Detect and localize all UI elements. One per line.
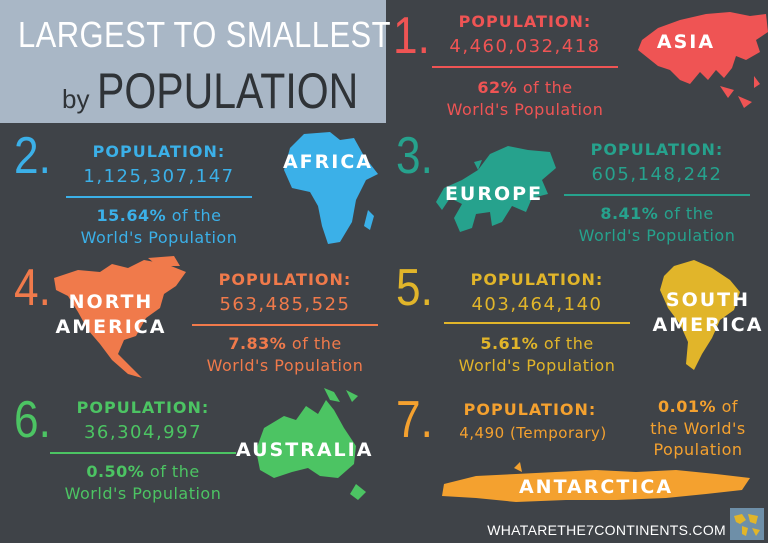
population-label-africa: POPULATION: xyxy=(92,142,226,161)
rank-africa: 2. xyxy=(14,127,51,185)
page-title-line2: by POPULATION xyxy=(62,62,416,120)
continent-name-europe: EUROPE xyxy=(444,183,544,205)
population-label-australia: POPULATION: xyxy=(76,398,210,417)
page-title-line1: LARGEST TO SMALLEST xyxy=(18,14,391,55)
rank-europe: 3. xyxy=(396,127,433,185)
population-label-europe: POPULATION: xyxy=(590,140,724,159)
continent-name-asia: ASIA xyxy=(656,31,716,53)
percentage-africa: 15.64% of the World's Population xyxy=(80,206,238,247)
percentage-australia: 0.50% of the World's Population xyxy=(64,462,222,503)
continent-name-australia: AUSTRALIA xyxy=(236,439,374,461)
rank-asia: 1. xyxy=(393,7,430,65)
divider-australia xyxy=(50,452,236,454)
continent-name-north-america: NORTH AMERICA xyxy=(55,291,167,338)
population-label-antarctica: POPULATION: xyxy=(463,400,597,419)
percentage-south-america: 5.61% of the World's Population xyxy=(458,334,616,375)
continent-name-africa: AFRICA xyxy=(282,151,374,173)
divider-europe xyxy=(564,194,750,196)
percentage-asia: 62% of the World's Population xyxy=(446,78,604,119)
percentage-north-america: 7.83% of the World's Population xyxy=(206,334,364,375)
australia-map-icon xyxy=(256,388,366,500)
south-america-map-icon xyxy=(660,260,740,370)
globe-icon xyxy=(730,508,764,540)
population-label-south-america: POPULATION: xyxy=(470,270,604,289)
asia-map-icon xyxy=(638,12,768,108)
north-america-map-icon xyxy=(54,256,186,378)
population-value-south-america: 403,464,140 xyxy=(471,294,603,315)
population-value-north-america: 563,485,525 xyxy=(219,294,351,315)
rank-north-america: 4. xyxy=(14,259,51,317)
rank-south-america: 5. xyxy=(396,259,433,317)
title-population: POPULATION xyxy=(97,63,359,119)
title-box xyxy=(0,0,386,123)
continent-name-south-america: SOUTH AMERICA xyxy=(652,289,764,336)
rank-antarctica: 7. xyxy=(396,391,433,449)
percentage-europe: 8.41% of the World's Population xyxy=(578,204,736,245)
population-value-europe: 605,148,242 xyxy=(591,164,723,185)
continent-name-antarctica: ANTARCTICA xyxy=(518,476,674,498)
population-label-asia: POPULATION: xyxy=(458,12,592,31)
population-value-africa: 1,125,307,147 xyxy=(83,166,235,187)
population-value-australia: 36,304,997 xyxy=(83,422,203,443)
title-by: by xyxy=(62,84,90,114)
divider-north-america xyxy=(192,324,378,326)
footer-site[interactable]: WHATARETHE7CONTINENTS.COM xyxy=(487,522,726,538)
divider-south-america xyxy=(444,322,630,324)
population-value-antarctica: 4,490 (Temporary) xyxy=(459,424,607,442)
divider-africa xyxy=(66,196,252,198)
rank-australia: 6. xyxy=(14,391,51,449)
percentage-antarctica: 0.01% of the World's Population xyxy=(650,397,746,460)
population-value-asia: 4,460,032,418 xyxy=(449,36,601,57)
population-label-north-america: POPULATION: xyxy=(218,270,352,289)
antarctica-map-icon xyxy=(442,462,750,502)
europe-map-icon xyxy=(436,146,556,232)
africa-map-icon xyxy=(284,132,378,244)
divider-asia xyxy=(432,66,618,68)
